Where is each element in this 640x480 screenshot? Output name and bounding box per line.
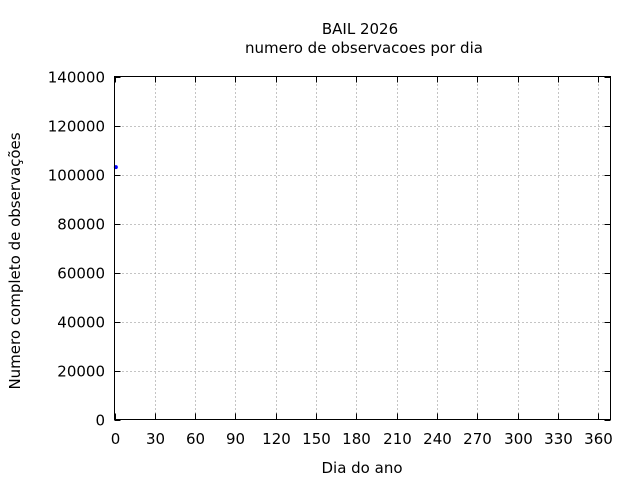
y-axis-label: Numero completo de observações xyxy=(6,132,24,389)
x-tick-label: 60 xyxy=(186,430,205,448)
y-tick-label: 40000 xyxy=(57,314,105,332)
x-tick-label: 300 xyxy=(504,430,533,448)
y-tick-label: 120000 xyxy=(48,118,105,136)
x-tick-label: 180 xyxy=(342,430,371,448)
chart-subtitle: numero de observacoes por dia xyxy=(245,39,483,57)
x-tick-label: 210 xyxy=(383,430,412,448)
x-tick-label: 120 xyxy=(262,430,291,448)
y-tick-label: 140000 xyxy=(48,69,105,87)
chart-title: BAIL 2026 xyxy=(322,20,398,38)
x-tick-label: 30 xyxy=(146,430,165,448)
x-tick-label: 240 xyxy=(423,430,452,448)
x-tick-label: 360 xyxy=(584,430,613,448)
y-tick-label: 80000 xyxy=(57,216,105,234)
x-axis-label: Dia do ano xyxy=(321,459,402,477)
plot-border xyxy=(114,76,611,420)
x-tick-label: 150 xyxy=(302,430,331,448)
x-tick-label: 270 xyxy=(463,430,492,448)
y-tick-label: 100000 xyxy=(48,167,105,185)
x-tick-label: 330 xyxy=(544,430,573,448)
x-tick-label: 90 xyxy=(226,430,245,448)
y-tick-label: 60000 xyxy=(57,265,105,283)
x-tick-label: 0 xyxy=(111,430,121,448)
y-tick-label: 20000 xyxy=(57,363,105,381)
y-tick-label: 0 xyxy=(95,412,105,430)
